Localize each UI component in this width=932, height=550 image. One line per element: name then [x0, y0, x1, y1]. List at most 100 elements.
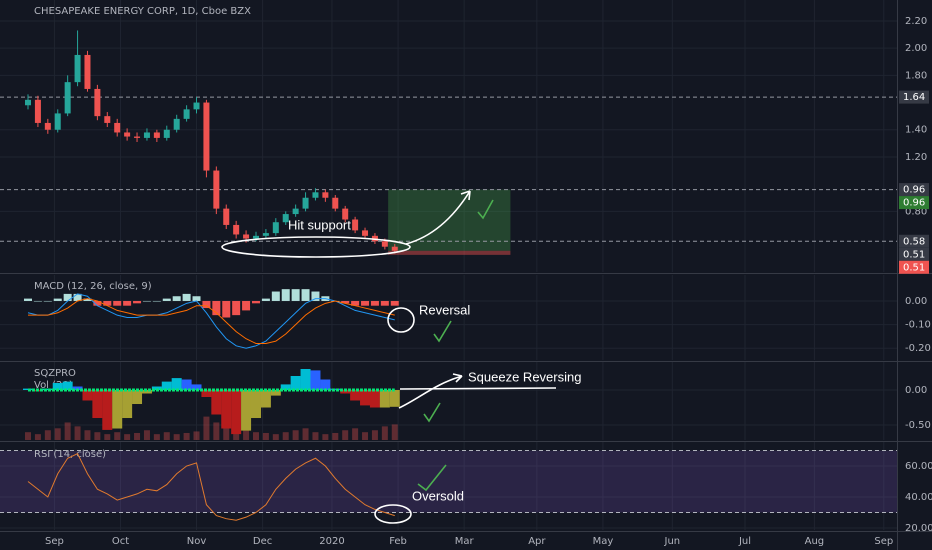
annotation: Reversal	[419, 302, 470, 317]
x-tick-label: Feb	[389, 536, 407, 547]
candle-body	[292, 208, 299, 215]
momentum-bar	[72, 386, 83, 391]
indicator-title: SQZPRO	[34, 368, 76, 379]
y-tick-label: 40.00	[905, 492, 932, 503]
histogram-bar	[192, 296, 201, 301]
y-tick-label: 2.00	[905, 43, 927, 54]
histogram-bar	[162, 298, 171, 301]
price-label-box	[899, 247, 929, 261]
momentum-bar	[92, 390, 103, 419]
candle-body	[362, 230, 369, 236]
volume-bar	[44, 430, 51, 440]
momentum-bar	[82, 390, 93, 401]
momentum-bar	[310, 370, 321, 391]
x-tick-label: Sep	[874, 536, 893, 547]
momentum-bar	[52, 383, 63, 391]
volume-bar	[64, 422, 71, 440]
candle-body	[203, 102, 210, 171]
x-tick-label: Nov	[187, 536, 207, 547]
candle-body	[213, 170, 220, 209]
volume-bar	[262, 432, 269, 440]
x-tick-label: 2020	[319, 536, 344, 547]
histogram-bar	[33, 300, 42, 302]
candle-body	[223, 208, 230, 225]
histogram-bar	[251, 300, 260, 304]
histogram-bar	[113, 300, 122, 306]
volume-bar	[104, 434, 111, 440]
volume-bar	[213, 422, 220, 440]
annotation: Squeeze Reversing	[468, 369, 581, 384]
histogram-bar	[222, 300, 231, 318]
candle-body	[173, 118, 180, 130]
x-tick-label: May	[593, 536, 614, 547]
indicator-title: MACD (12, 26, close, 9)	[34, 281, 152, 292]
volume-bar	[223, 426, 230, 440]
price-label: 0.58	[903, 236, 925, 247]
histogram-bar	[172, 296, 181, 301]
volume-bar	[342, 430, 349, 440]
volume-bar	[54, 428, 61, 440]
candle-body	[74, 54, 81, 83]
volume-bar	[114, 432, 121, 440]
price-label-box	[899, 234, 929, 248]
volume-bar	[25, 432, 31, 440]
candle-body	[322, 192, 329, 198]
candle-body	[163, 129, 170, 138]
x-tick-label: Jul	[738, 536, 751, 547]
annotation: Oversold	[412, 488, 464, 503]
chart-title: CHESAPEAKE ENERGY CORP, 1D, Cboe BZX	[34, 6, 251, 17]
price-label-box	[899, 183, 929, 197]
check-mark	[417, 464, 447, 492]
check-mark	[423, 402, 441, 423]
price-label: 1.64	[903, 92, 925, 103]
x-tick-label: Dec	[253, 536, 272, 547]
annotation: Hit support	[288, 217, 351, 232]
x-tick-label: Oct	[112, 536, 129, 547]
momentum-bar	[171, 378, 182, 391]
volume-bar	[322, 434, 329, 440]
histogram-bar	[83, 298, 92, 301]
price-label: 0.96	[903, 185, 925, 196]
candle-body	[193, 102, 200, 110]
momentum-bar	[320, 379, 331, 391]
volume-bar	[362, 432, 369, 440]
price-label-box	[899, 260, 929, 274]
histogram-bar	[281, 289, 290, 301]
price-label-box	[899, 196, 929, 210]
candle-body	[124, 132, 131, 137]
momentum-bar	[231, 390, 242, 435]
histogram-bar	[93, 300, 102, 306]
candle-body	[54, 113, 61, 130]
price-label: 0.51	[903, 262, 925, 273]
momentum-bar	[161, 381, 172, 391]
candle-body	[312, 192, 319, 198]
candle-body	[252, 235, 259, 239]
momentum-bar	[369, 390, 380, 408]
drawings	[221, 190, 557, 524]
histogram-bar	[311, 291, 320, 301]
histogram-bar	[341, 300, 350, 304]
candle-body	[352, 219, 359, 231]
momentum-bar	[141, 390, 152, 394]
volume-bar	[163, 432, 170, 440]
candle-body	[94, 88, 101, 117]
histogram-bar	[142, 300, 151, 302]
candle-body	[332, 197, 339, 209]
volume-bar	[252, 432, 259, 440]
momentum-bar	[260, 390, 271, 408]
y-tick-label: 1.20	[905, 152, 927, 163]
candle-body	[233, 224, 240, 235]
momentum-bar	[300, 369, 311, 391]
momentum-bar	[151, 386, 162, 391]
candle-body	[134, 136, 141, 138]
candle-body	[34, 99, 41, 123]
histogram-bar	[212, 300, 221, 316]
candle-body	[302, 197, 309, 209]
y-tick-label: -0.20	[905, 343, 931, 354]
volume-bar	[134, 432, 141, 440]
y-tick-label: 0.00	[905, 296, 927, 307]
momentum-bar	[350, 390, 361, 401]
volume-bar	[84, 430, 91, 440]
price-label: 0.51	[903, 249, 925, 260]
